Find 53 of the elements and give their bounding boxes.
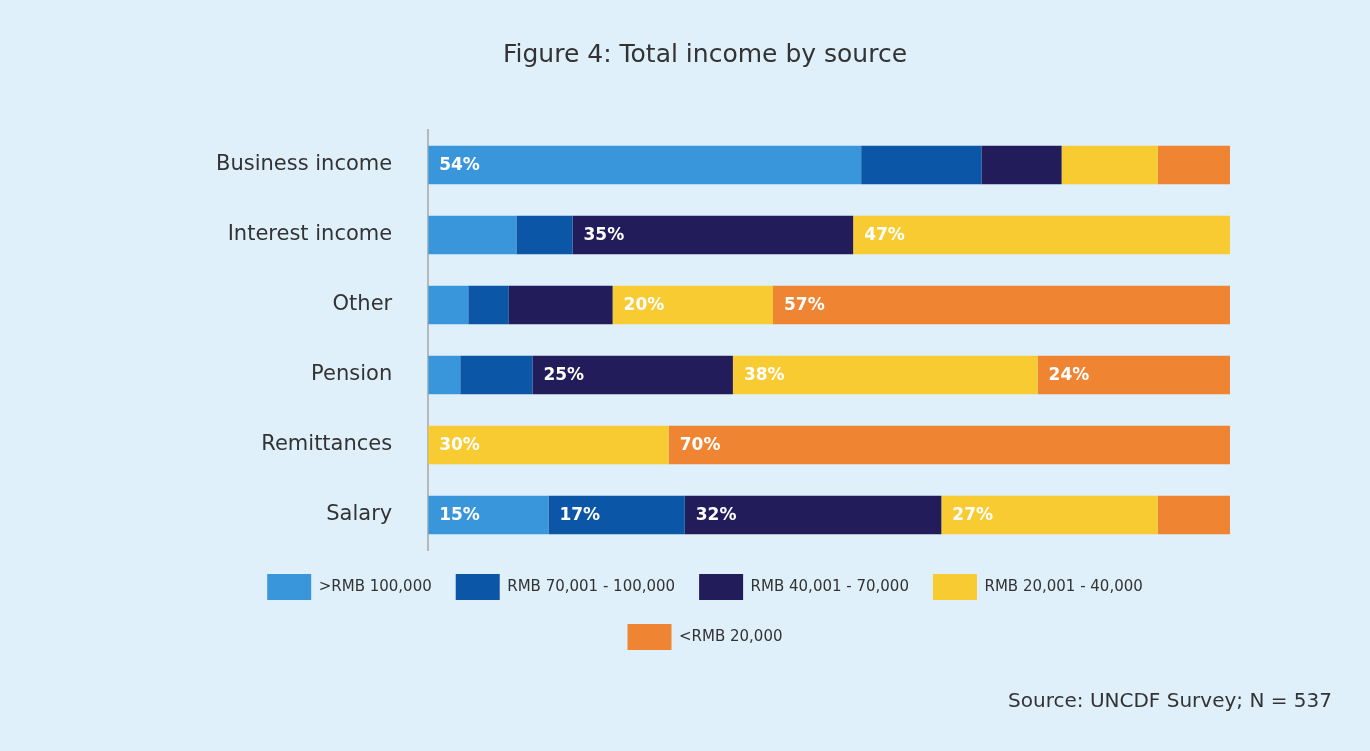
bar [532,355,733,395]
source-note: Source: UNCDF Survey; N = 537 [1008,688,1332,712]
bar [732,355,1038,395]
bar [508,285,613,325]
data-label: 70% [679,434,721,455]
y-tick-label: Interest income [227,221,393,246]
bar [981,145,1062,185]
data-label: 15% [439,504,480,525]
bar [1157,145,1230,185]
data-label: 20% [623,294,665,315]
bar [572,215,854,255]
legend-label: RMB 70,001 - 100,000 [507,576,676,595]
bar [428,215,517,255]
y-tick-label: Salary [326,501,393,526]
data-label: 25% [543,364,585,385]
y-tick-label: Pension [311,361,393,386]
bar [460,355,533,395]
legend-label: <RMB 20,000 [679,626,783,645]
bar [1061,145,1158,185]
bar [516,215,573,255]
data-label: 24% [1048,364,1090,385]
bar [548,495,685,535]
bar [684,495,942,535]
data-label: 57% [783,294,825,315]
data-label: 47% [864,224,905,245]
bar [1157,495,1230,535]
bar [941,495,1158,535]
bar [428,495,549,535]
legend-label: RMB 40,001 - 70,000 [750,576,909,595]
bar [1037,355,1230,395]
data-label: 35% [583,224,625,245]
data-label: 38% [743,364,785,385]
y-tick-label: Business income [215,151,393,176]
legend-label: RMB 20,001 - 40,000 [984,576,1143,595]
bar [668,425,1230,465]
legend-label: >RMB 100,000 [318,576,432,595]
bar [772,285,1230,325]
y-tick-label: Other [332,291,393,316]
chart-title: Figure 4: Total income by source [502,38,908,68]
bar [612,285,773,325]
data-label: 54% [439,154,480,175]
data-label: 32% [695,504,737,525]
data-label: 17% [559,504,601,525]
bar [428,355,461,395]
bar [428,425,669,465]
bar [468,285,509,325]
data-label: 27% [952,504,994,525]
bar [428,285,469,325]
bar [861,145,982,185]
data-label: 30% [439,434,480,455]
bar [853,215,1230,255]
y-tick-label: Remittances [261,431,393,456]
bar [428,145,862,185]
